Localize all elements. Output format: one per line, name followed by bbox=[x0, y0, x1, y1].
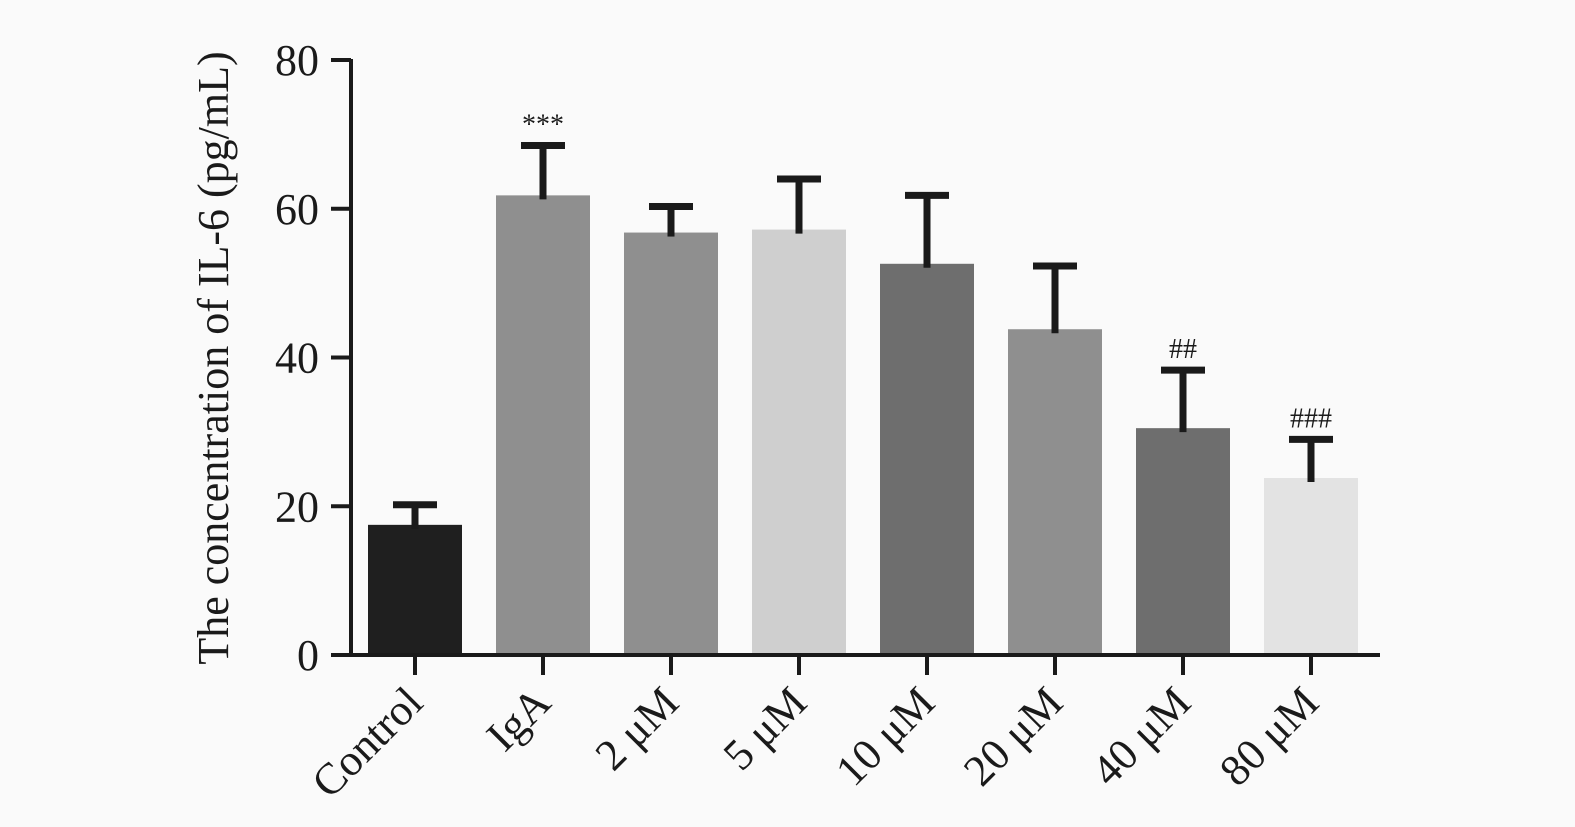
bar bbox=[496, 195, 590, 656]
x-tick-label: 5 μM bbox=[714, 677, 816, 779]
x-tick-label: 2 μM bbox=[586, 677, 688, 779]
bar bbox=[368, 524, 462, 655]
bar bbox=[624, 232, 718, 656]
bar bbox=[880, 263, 974, 655]
significance-label: ## bbox=[1169, 334, 1197, 365]
x-tick-label: Control bbox=[302, 677, 432, 807]
y-axis-label: The concentration of IL-6 (pg/mL) bbox=[189, 51, 238, 664]
x-axis: Control IgA 2 μM 5 μM 10 μM 20 μM 40 μM 80 μM bbox=[302, 653, 1380, 807]
significance-label: *** bbox=[522, 110, 564, 141]
y-axis: 0 20 40 60 80 bbox=[275, 36, 353, 680]
y-tick-label: 80 bbox=[275, 36, 319, 85]
bar bbox=[1264, 477, 1358, 655]
x-tick-label: IgA bbox=[477, 677, 560, 760]
x-tick-label: 10 μM bbox=[826, 677, 944, 795]
bar bbox=[752, 229, 846, 655]
y-tick-label: 60 bbox=[275, 185, 319, 234]
bar bbox=[1008, 329, 1102, 655]
bars-group: ***##### bbox=[368, 110, 1358, 656]
significance-label: ### bbox=[1290, 403, 1332, 434]
x-tick-label: 80 μM bbox=[1210, 677, 1328, 795]
x-tick-label: 20 μM bbox=[954, 677, 1072, 795]
y-tick-label: 40 bbox=[275, 334, 319, 383]
bar bbox=[1136, 428, 1230, 655]
y-tick-label: 20 bbox=[275, 482, 319, 531]
x-tick-label: 40 μM bbox=[1082, 677, 1200, 795]
y-tick-label: 0 bbox=[297, 631, 319, 680]
